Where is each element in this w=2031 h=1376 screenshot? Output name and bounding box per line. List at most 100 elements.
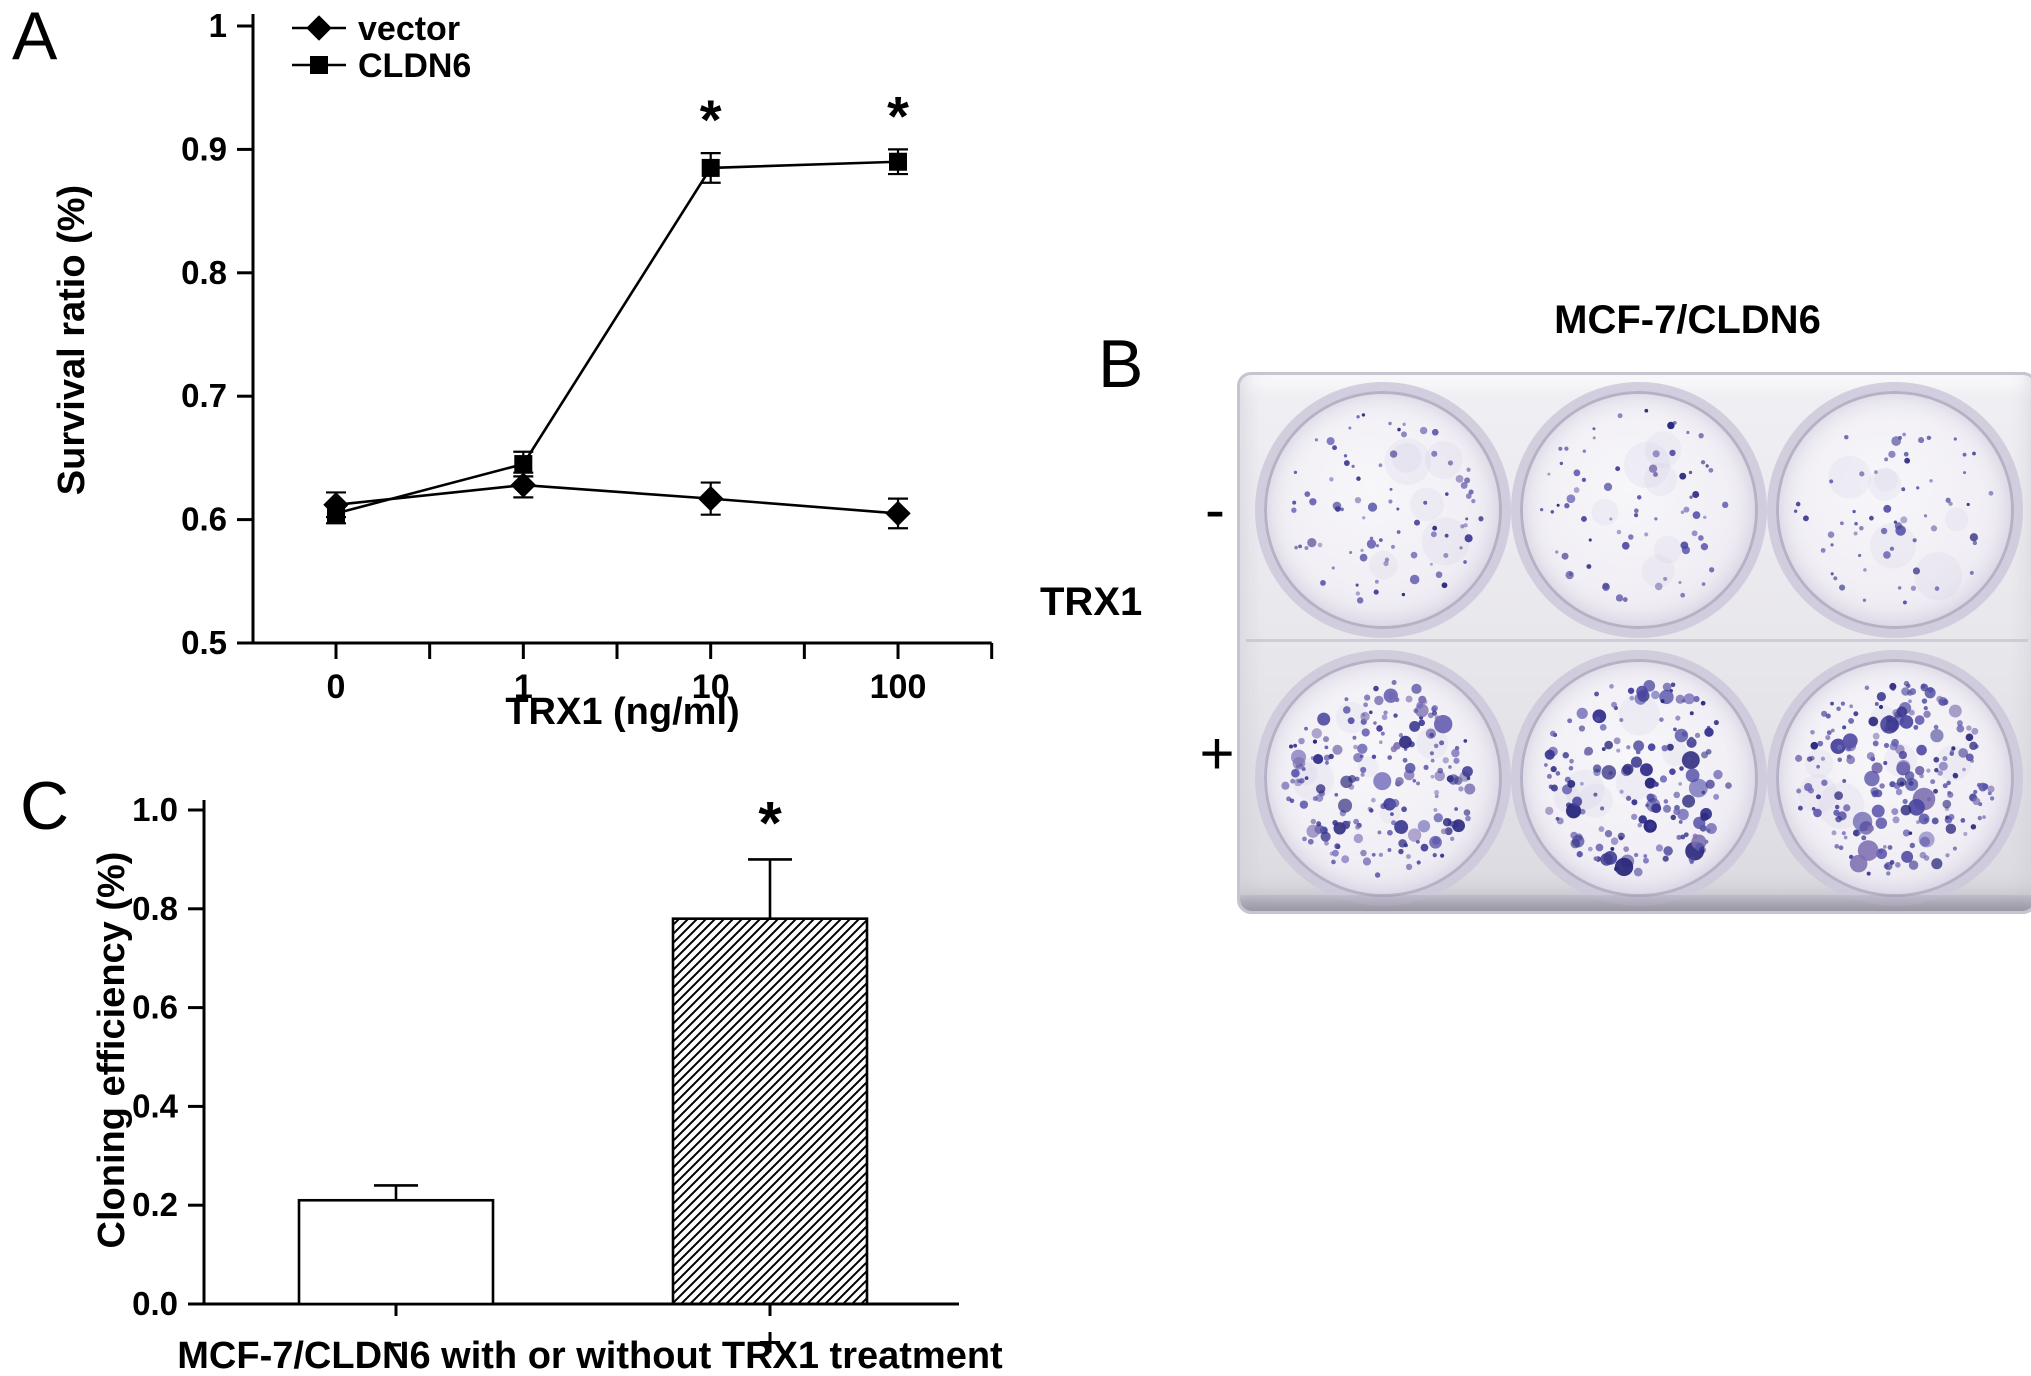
colony-dot (1593, 856, 1599, 861)
colony-dot (1830, 728, 1835, 733)
colony-dot (1880, 715, 1899, 734)
colony-dot (1884, 457, 1889, 462)
colony-dot (1629, 695, 1635, 701)
colony-dot (1916, 744, 1927, 756)
colony-dot (1933, 788, 1939, 794)
colony-dot (1886, 871, 1891, 876)
stain-wash (1644, 431, 1682, 468)
colony-dot (1411, 683, 1422, 694)
colony-dot (1952, 773, 1959, 779)
colony-dot (1331, 859, 1336, 865)
colony-dot (1389, 487, 1393, 491)
y-tick-label: 0.5 (181, 624, 227, 661)
colony-dot (1573, 469, 1581, 477)
colony-dot (1576, 851, 1583, 858)
stain-wash (1945, 507, 1969, 532)
colony-dot (1830, 543, 1834, 547)
colony-dot (1846, 754, 1852, 760)
colony-dot (1945, 815, 1950, 820)
colony-dot (1883, 742, 1890, 748)
colony-dot (1958, 748, 1969, 758)
colony-dot (1595, 843, 1604, 852)
colony-dot (1544, 763, 1548, 767)
colony-dot (1918, 831, 1935, 848)
colony-dot (1797, 805, 1803, 811)
colony-dot (1374, 872, 1381, 878)
colony-dot (1883, 845, 1887, 849)
colony-dot (1432, 836, 1441, 845)
colony-dot (1433, 743, 1439, 749)
colony-dot (1463, 809, 1471, 816)
colony-dot (1848, 717, 1855, 724)
colony-dot (1673, 727, 1677, 732)
y-tick-label: 0.4 (132, 1087, 179, 1124)
colony-dot (1902, 798, 1908, 805)
colony-dot (1868, 716, 1879, 727)
colony-dot (1637, 495, 1642, 500)
colony-dot (1331, 849, 1339, 857)
colony-dot (1833, 576, 1838, 581)
colony-dot (1926, 768, 1931, 773)
colony-dot (1311, 728, 1322, 739)
colony-dot (1643, 854, 1648, 858)
colony-dot (1617, 413, 1623, 419)
data-point-vector (885, 500, 911, 527)
colony-dot (1404, 762, 1416, 774)
colony-dot (1862, 598, 1867, 602)
colony-dot (1880, 527, 1888, 535)
colony-dot (1987, 791, 1992, 796)
colony-dot (1357, 743, 1368, 754)
colony-dot (1816, 794, 1821, 800)
colony-dot (1945, 497, 1951, 503)
treatment-label: TRX1 (1040, 580, 1143, 624)
colony-dot (1842, 733, 1858, 749)
colony-dot (1315, 794, 1324, 802)
colony-dot (1329, 477, 1334, 482)
colony-dot (1701, 790, 1706, 795)
colony-dot (1418, 719, 1426, 727)
colony-dot (1878, 848, 1884, 854)
colony-dot (1942, 756, 1948, 762)
colony-dot (1633, 867, 1643, 877)
colony-dot (1602, 583, 1610, 591)
significance-asterisk: * (887, 84, 909, 147)
colony-dot (1578, 725, 1586, 732)
colony-dot (1853, 531, 1858, 536)
colony-dot (1429, 562, 1433, 566)
colony-dot (1704, 727, 1714, 737)
colony-dot (1795, 754, 1803, 762)
colony-dot (1594, 691, 1599, 697)
colony-dot (1827, 531, 1835, 538)
colony-dot (1354, 496, 1362, 504)
colony-dot (1894, 711, 1902, 719)
colony-dot (1896, 760, 1911, 774)
y-tick-label: 0.2 (132, 1186, 178, 1223)
colony-dot (1366, 539, 1377, 549)
colony-dot (1659, 775, 1668, 783)
colony-dot (1834, 843, 1840, 849)
colony-dot (1478, 516, 1484, 522)
colony-dot (1918, 437, 1925, 444)
colony-dot (1564, 503, 1570, 509)
colony-dot (1361, 413, 1366, 417)
colony-dot (1396, 507, 1400, 511)
colony-dot (1601, 747, 1606, 752)
y-tick-label: 0.0 (132, 1285, 178, 1322)
colony-dot (1634, 508, 1639, 514)
y-tick-label: 0.9 (181, 130, 227, 167)
colony-dot (1399, 735, 1412, 749)
colony-dot (1647, 821, 1655, 830)
colony-dot (1934, 767, 1939, 773)
bar-minus (297, 1198, 495, 1306)
colony-dot (1842, 725, 1847, 730)
colony-dot (1966, 725, 1972, 731)
colony-dot (1422, 699, 1428, 705)
stain-wash (1641, 554, 1675, 588)
colony-dot (1432, 525, 1438, 531)
colony-dot (1344, 697, 1349, 702)
colony-dot (1320, 580, 1326, 586)
colony-dot (1412, 778, 1417, 783)
colony-dot (1698, 846, 1706, 854)
colony-dot (1593, 792, 1598, 797)
colony-dot (1836, 706, 1841, 712)
